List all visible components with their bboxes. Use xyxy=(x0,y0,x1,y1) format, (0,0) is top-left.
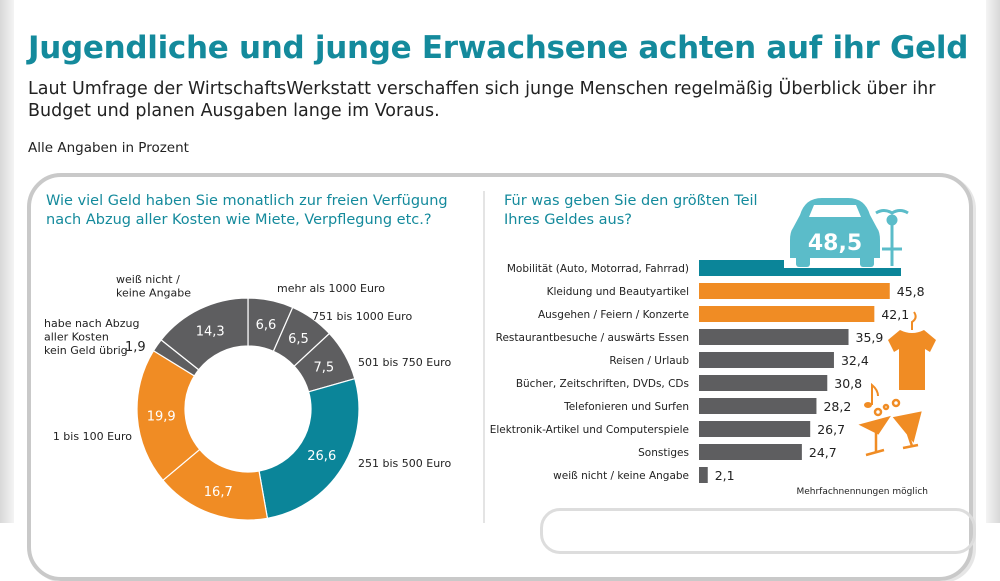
donut-slice xyxy=(258,377,360,519)
bar-category-label: Bücher, Zeitschriften, DVDs, CDs xyxy=(516,378,689,390)
donut-question: Wie viel Geld haben Sie monatlich zur fr… xyxy=(46,193,448,228)
bar-value-label: 32,4 xyxy=(841,353,869,368)
motorcycle-icon xyxy=(875,209,909,266)
bar xyxy=(699,375,828,391)
donut-value-label: 1,9 xyxy=(125,340,146,355)
donut-category-label: 751 bis 1000 Euro xyxy=(312,310,412,323)
donut-value-label: 26,6 xyxy=(307,449,336,464)
label-line: mehr als 1000 Euro xyxy=(277,282,385,295)
lamp xyxy=(886,214,898,226)
bar-value-label: 45,8 xyxy=(897,284,925,299)
bar-category-label: Telefonieren und Surfen xyxy=(563,401,689,413)
bar xyxy=(699,467,708,483)
label-line: weiß nicht / xyxy=(116,273,180,286)
bar xyxy=(699,306,875,322)
donut-value-label: 19,9 xyxy=(147,409,176,424)
bar-value-label: 35,9 xyxy=(856,330,884,345)
bar-value-label: 48,5 xyxy=(808,231,862,256)
bubble xyxy=(882,403,890,411)
car-window xyxy=(809,205,861,217)
bubble xyxy=(873,407,883,417)
bar xyxy=(699,329,849,345)
bar-value-label: 42,1 xyxy=(881,307,909,322)
label-line: keine Angabe xyxy=(116,287,191,300)
music-note-icon xyxy=(864,382,879,408)
glass xyxy=(858,415,891,457)
bar-category-label: Sonstiges xyxy=(638,447,689,459)
donut-value-label: 7,5 xyxy=(313,360,334,375)
page-subtitle: Laut Umfrage der WirtschaftsWerkstatt ve… xyxy=(28,79,936,121)
bar xyxy=(699,398,817,414)
donut-value-label: 16,7 xyxy=(204,485,233,500)
shirt xyxy=(888,330,936,390)
tshirt-icon xyxy=(888,311,936,390)
bar xyxy=(699,444,802,460)
panel-divider xyxy=(483,191,485,523)
donut-category-label: mehr als 1000 Euro xyxy=(277,282,385,295)
bar-value-label: 28,2 xyxy=(823,399,851,414)
bubble xyxy=(891,398,901,408)
car-icon xyxy=(790,198,880,267)
bar xyxy=(699,268,902,276)
car-wheel xyxy=(796,255,810,267)
multiple-answers-note: Mehrfachnennungen möglich xyxy=(796,487,928,497)
label-line: 751 bis 1000 Euro xyxy=(312,310,412,323)
donut-value-label: 14,3 xyxy=(196,325,225,340)
bar-category-label: Ausgehen / Feiern / Konzerte xyxy=(538,309,689,321)
bar xyxy=(699,352,834,368)
page-edge-right xyxy=(986,0,1000,523)
label-line: 501 bis 750 Euro xyxy=(358,356,451,369)
label-line: kein Geld übrig xyxy=(44,344,128,357)
label-line: 251 bis 500 Euro xyxy=(358,457,451,470)
bar-category-label: Elektronik-Artikel und Computerspiele xyxy=(490,424,689,436)
bar-value-label: 30,8 xyxy=(834,376,862,391)
donut-category-label: 1 bis 100 Euro xyxy=(53,430,132,443)
note-head xyxy=(864,402,872,408)
donut-value-label: 6,6 xyxy=(256,318,277,333)
bar-category-label: Mobilität (Auto, Motorrad, Fahrrad) xyxy=(507,263,689,275)
donut-slice xyxy=(160,297,249,371)
label-line: 1 bis 100 Euro xyxy=(53,430,132,443)
bar-value-label: 24,7 xyxy=(809,445,837,460)
bar-question: Für was geben Sie den größten Teil Ihres… xyxy=(504,193,758,228)
bar-value-label: 2,1 xyxy=(715,468,735,483)
donut-category-label: 501 bis 750 Euro xyxy=(358,356,451,369)
cocktail-glasses-icon xyxy=(858,398,922,457)
glass xyxy=(892,411,922,450)
donut-category-label: habe nach Abzug aller Kosten kein Geld übr… xyxy=(44,317,139,357)
handlebar xyxy=(875,209,909,215)
page-title: Jugendliche und junge Erwachsene achten … xyxy=(28,30,969,66)
bar-category-label: Kleidung und Beautyartikel xyxy=(547,286,689,298)
hanger xyxy=(911,311,917,330)
label-line: habe nach Abzug xyxy=(44,317,139,330)
bar-category-label: Reisen / Urlaub xyxy=(609,355,689,367)
bar xyxy=(699,421,811,437)
bar-category-label: weiß nicht / keine Angabe xyxy=(553,470,689,482)
bar xyxy=(699,283,890,299)
page-edge-left xyxy=(0,0,14,523)
label-line: aller Kosten xyxy=(44,331,109,344)
car-wheel xyxy=(860,255,874,267)
donut-category-label: 251 bis 500 Euro xyxy=(358,457,451,470)
donut-category-label: weiß nicht / keine Angabe xyxy=(116,273,191,300)
bar-category-label: Restaurantbesuche / auswärts Essen xyxy=(496,332,689,344)
note-stem xyxy=(871,382,879,405)
donut-value-label: 6,5 xyxy=(288,332,309,347)
unit-note: Alle Angaben in Prozent xyxy=(28,140,189,156)
bar-value-label: 26,7 xyxy=(817,422,845,437)
